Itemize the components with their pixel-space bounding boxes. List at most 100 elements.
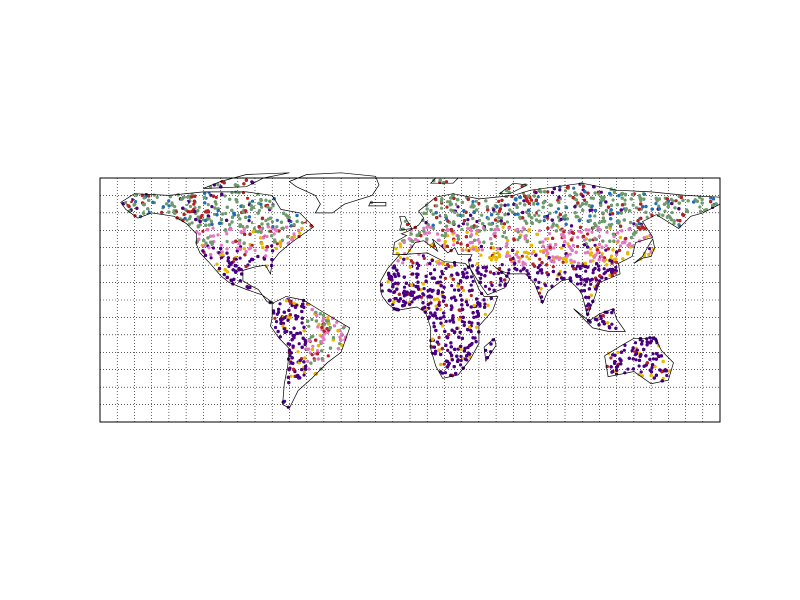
station-point (202, 195, 206, 199)
station-point (256, 254, 260, 259)
station-point (248, 259, 252, 263)
station-point (322, 337, 326, 341)
station-point (190, 221, 194, 225)
station-point (602, 320, 606, 324)
station-point (242, 241, 246, 245)
station-point (672, 221, 676, 225)
station-point (216, 233, 220, 237)
station-point (470, 288, 474, 292)
station-point (266, 205, 270, 209)
station-point (502, 230, 506, 235)
station-point (489, 222, 494, 226)
station-point (469, 233, 474, 237)
station-point (507, 268, 511, 272)
station-point (532, 249, 536, 254)
station-point (639, 202, 643, 206)
station-point (602, 267, 606, 271)
station-point (508, 208, 512, 212)
station-point (196, 209, 200, 213)
station-point (600, 254, 604, 258)
station-point (545, 249, 549, 253)
station-point (475, 268, 479, 272)
station-point (417, 263, 421, 267)
station-point (286, 235, 290, 239)
station-point (459, 242, 463, 246)
station-point (673, 206, 677, 210)
station-point (280, 238, 284, 242)
station-point (522, 199, 526, 203)
station-point (567, 231, 571, 235)
station-point (517, 259, 521, 264)
station-point (611, 248, 615, 252)
station-point (289, 351, 293, 355)
station-point (181, 206, 185, 210)
station-point (250, 199, 255, 203)
station-point (442, 285, 446, 289)
station-point (237, 266, 241, 271)
station-point (410, 300, 414, 304)
station-point (408, 302, 412, 306)
station-point (437, 303, 441, 307)
station-point (412, 297, 416, 301)
station-point (542, 250, 546, 254)
station-point (652, 376, 656, 380)
station-point (504, 236, 508, 240)
station-point (484, 199, 488, 203)
station-point (239, 245, 243, 249)
station-point (331, 336, 336, 340)
station-point (537, 220, 541, 224)
station-point (252, 227, 256, 231)
station-point (321, 313, 326, 317)
station-point (434, 304, 438, 308)
station-point (456, 272, 460, 277)
station-point (638, 227, 642, 231)
station-point (264, 219, 268, 223)
station-point (711, 197, 716, 201)
station-point (610, 311, 614, 315)
station-point (310, 317, 314, 322)
station-point (393, 297, 397, 301)
station-point (429, 301, 433, 305)
station-point (210, 242, 214, 246)
station-point (633, 341, 638, 345)
station-point (445, 205, 449, 209)
station-point (165, 202, 169, 206)
station-point (239, 204, 243, 208)
station-point (547, 256, 551, 260)
station-point (620, 229, 624, 233)
station-point (631, 346, 635, 350)
station-point (198, 210, 202, 215)
station-point (303, 342, 307, 347)
station-point (579, 289, 584, 293)
station-point (670, 201, 674, 206)
station-point (516, 238, 520, 242)
station-point (278, 302, 282, 306)
station-point (260, 222, 264, 226)
station-point (206, 209, 210, 213)
station-point (473, 238, 477, 242)
station-point (292, 232, 296, 236)
station-point (581, 194, 585, 198)
station-point (429, 344, 433, 348)
station-point (422, 256, 426, 260)
station-point (530, 216, 534, 220)
station-point (290, 303, 294, 308)
station-point (544, 283, 548, 288)
station-point (520, 254, 524, 258)
station-point (472, 210, 476, 214)
station-point (557, 200, 561, 204)
station-point (487, 222, 491, 226)
station-point (438, 316, 442, 320)
station-point (313, 358, 317, 363)
station-point (380, 289, 384, 293)
station-point (650, 365, 654, 370)
station-point (457, 317, 461, 321)
station-point (469, 293, 473, 298)
station-point (242, 246, 246, 251)
station-point (409, 290, 413, 294)
station-point (266, 225, 270, 229)
station-point (270, 234, 274, 238)
station-point (430, 258, 434, 262)
station-point (606, 321, 610, 325)
station-point (475, 219, 479, 224)
